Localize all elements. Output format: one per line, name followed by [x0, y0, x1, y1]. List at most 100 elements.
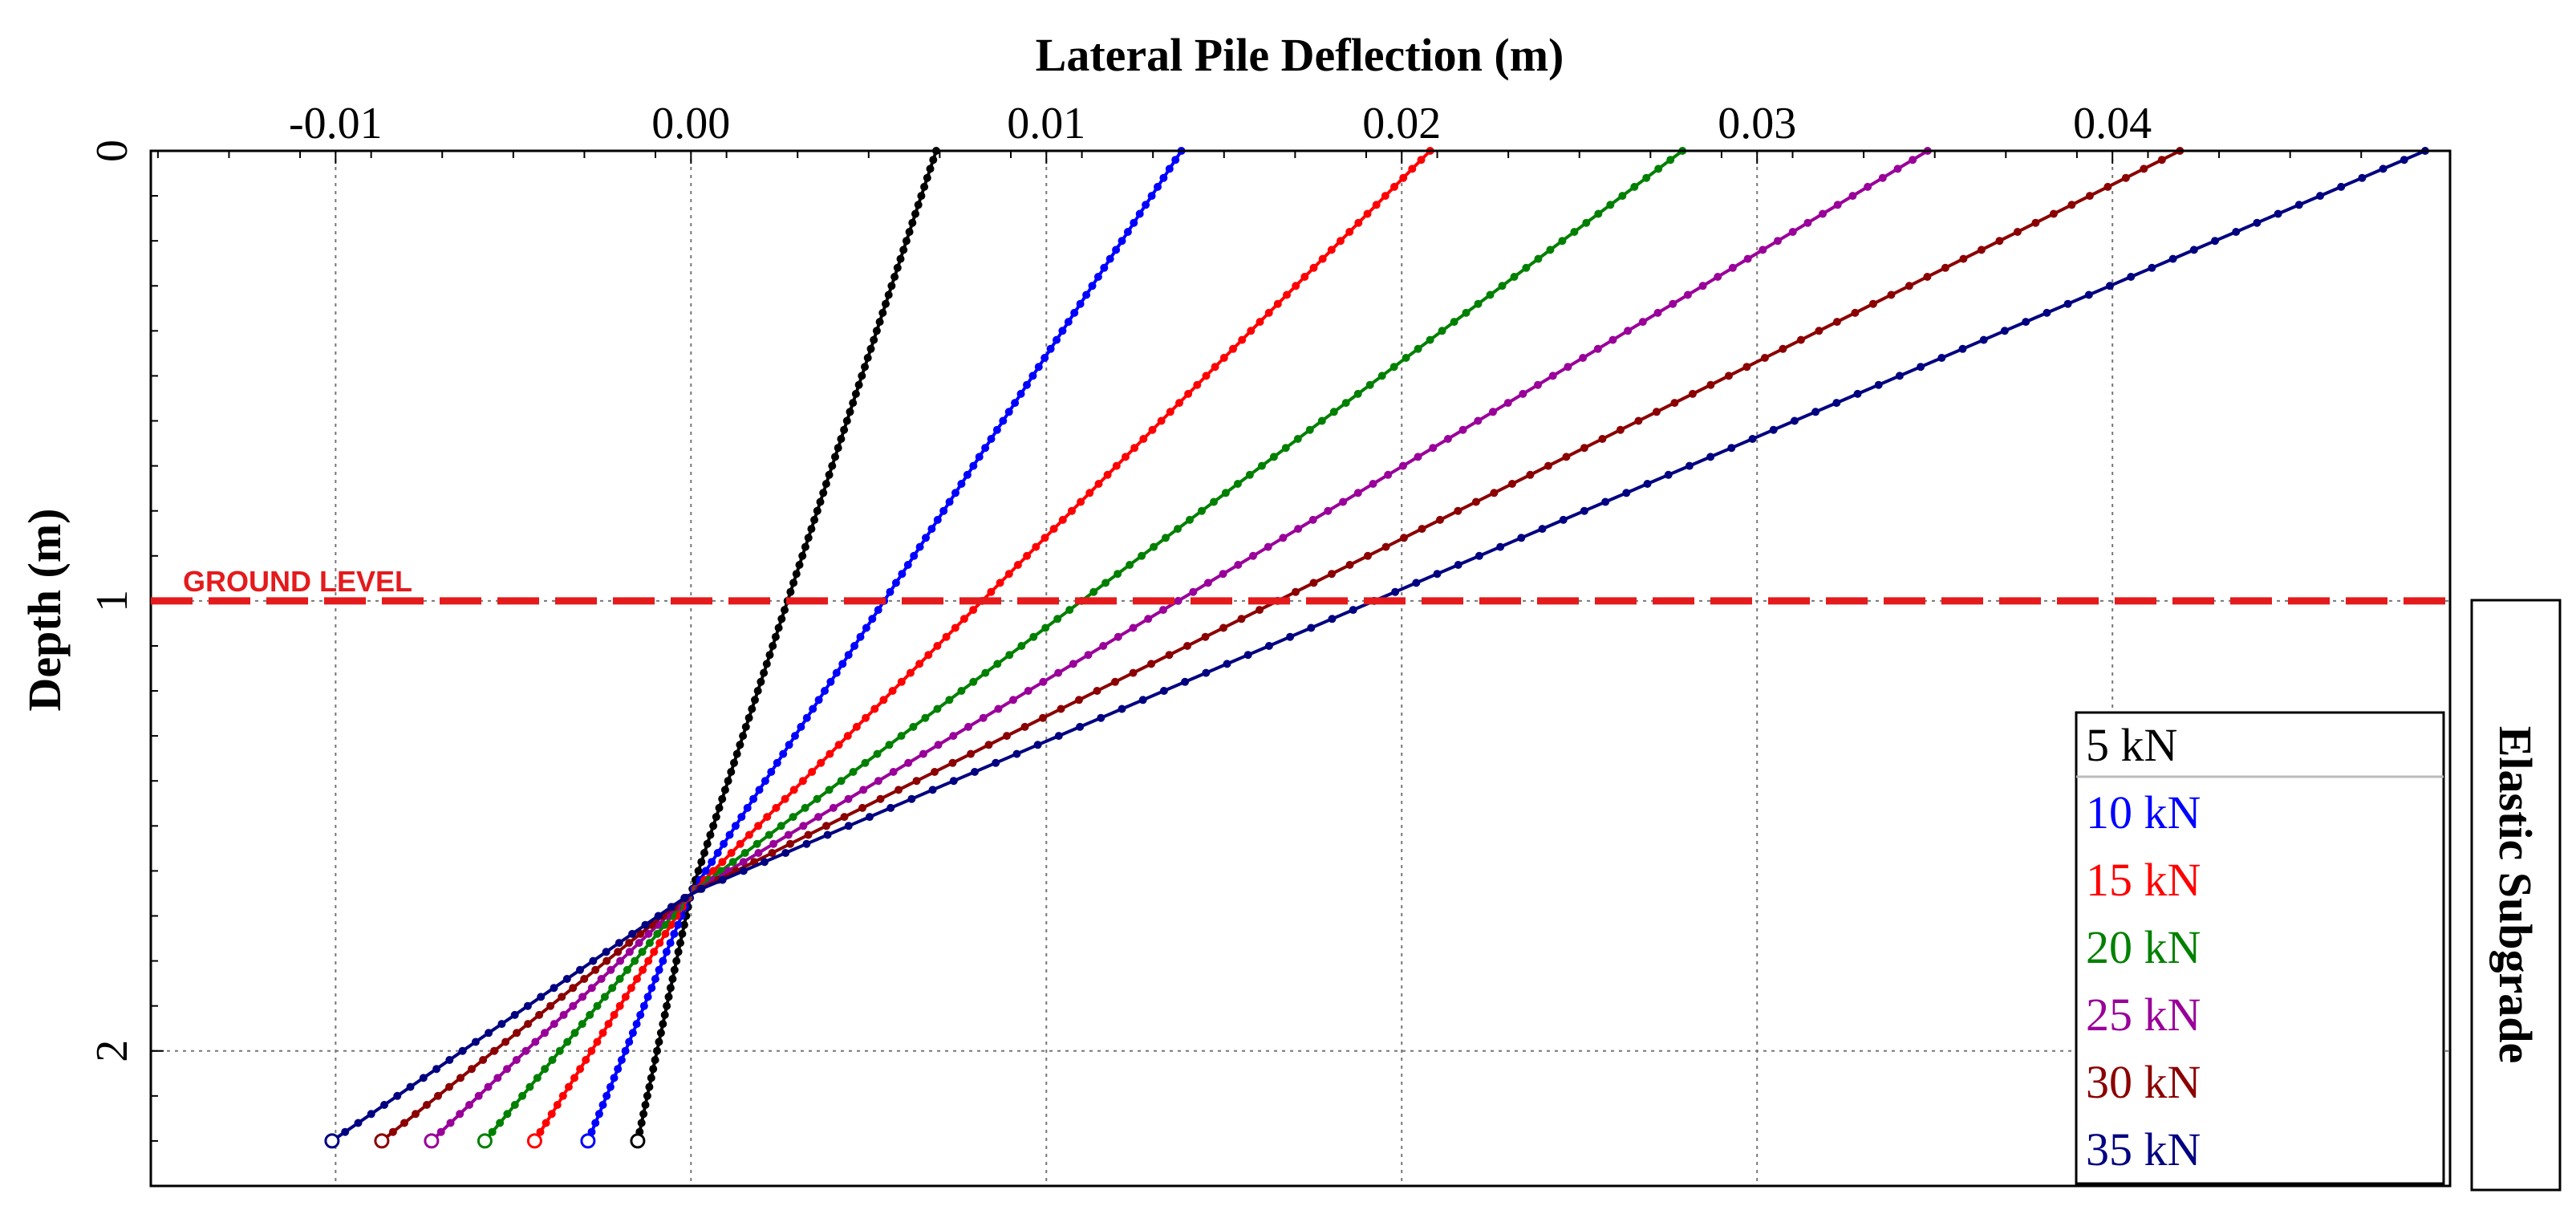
data-point — [861, 758, 870, 767]
data-point — [1389, 363, 1398, 372]
data-point — [2043, 308, 2051, 317]
data-point — [1369, 480, 1377, 488]
data-point — [994, 705, 1003, 713]
data-point — [1157, 416, 1166, 425]
data-point — [851, 389, 860, 398]
data-point — [1039, 677, 1048, 686]
series-25-kn — [424, 147, 1932, 1149]
data-point — [1076, 299, 1085, 308]
data-point — [896, 254, 905, 263]
data-point — [1408, 164, 1417, 173]
data-point — [813, 506, 821, 515]
data-point — [1977, 246, 1986, 254]
data-point — [645, 1082, 654, 1091]
data-point — [866, 813, 874, 822]
data-point — [388, 1127, 397, 1136]
data-point — [1417, 156, 1426, 164]
data-point — [623, 965, 631, 974]
data-point — [921, 713, 930, 722]
data-point — [1058, 515, 1067, 524]
data-point — [512, 1056, 521, 1064]
data-point — [761, 858, 769, 867]
x-tick-label: -0.01 — [289, 99, 383, 148]
data-point — [380, 1101, 388, 1109]
data-point — [957, 480, 966, 488]
data-point — [1094, 480, 1103, 488]
data-point — [2106, 282, 2114, 290]
data-point — [1832, 318, 1841, 327]
data-point — [1210, 497, 1218, 506]
data-point — [558, 1091, 567, 1100]
data-point — [817, 758, 826, 767]
data-point — [563, 1037, 572, 1046]
data-point — [637, 1119, 646, 1127]
data-point — [1534, 380, 1542, 389]
data-point — [697, 858, 706, 867]
data-point — [1652, 408, 1661, 416]
data-point — [1238, 335, 1247, 344]
data-point — [1544, 461, 1552, 470]
data-point — [1129, 668, 1138, 677]
data-point — [963, 470, 972, 479]
data-point — [797, 722, 805, 731]
data-point — [2211, 237, 2219, 246]
data-point — [1144, 615, 1153, 623]
data-point — [663, 1001, 671, 1010]
data-point — [546, 1001, 555, 1010]
tip-marker — [424, 1133, 440, 1149]
tip-marker — [630, 1133, 646, 1149]
data-point — [1562, 453, 1571, 461]
data-point — [786, 587, 795, 596]
data-point — [862, 623, 870, 632]
data-point — [942, 632, 951, 641]
data-point — [931, 768, 939, 776]
data-point — [496, 1119, 505, 1127]
data-point — [1474, 299, 1483, 308]
data-point — [1082, 290, 1091, 299]
data-point — [1020, 722, 1029, 731]
x-tick-label: 0.04 — [2073, 99, 2152, 148]
data-point — [647, 1074, 655, 1082]
data-point — [1402, 354, 1410, 362]
data-point — [1624, 327, 1633, 335]
data-point — [1381, 192, 1389, 201]
data-point — [1728, 263, 1737, 272]
data-point — [604, 1020, 613, 1029]
legend-entry: 20 kN — [2086, 921, 2201, 973]
data-point — [888, 687, 897, 695]
data-point — [542, 1119, 550, 1127]
data-point — [924, 651, 933, 660]
data-point — [694, 867, 703, 875]
data-point — [1076, 722, 1085, 731]
data-point — [479, 1056, 488, 1064]
data-point — [809, 705, 817, 713]
data-point — [1112, 461, 1121, 470]
data-point — [829, 803, 838, 812]
series-30-kn — [374, 147, 2185, 1149]
data-point — [636, 929, 645, 938]
data-point — [1917, 363, 1925, 372]
data-point — [610, 1074, 619, 1082]
legend-entry: 35 kN — [2086, 1123, 2201, 1176]
data-point — [898, 570, 907, 579]
data-point — [887, 282, 896, 290]
data-point — [838, 660, 847, 668]
data-point — [1237, 615, 1246, 623]
data-point — [909, 722, 918, 731]
data-point — [1219, 354, 1228, 362]
data-point — [2232, 228, 2241, 236]
data-point — [524, 1020, 533, 1029]
data-point — [458, 1046, 467, 1055]
data-point — [1594, 209, 1603, 218]
data-point — [1053, 335, 1061, 344]
data-point — [591, 1119, 600, 1127]
data-point — [1398, 461, 1407, 470]
data-point — [767, 768, 776, 776]
data-point — [2189, 246, 2198, 254]
data-point — [882, 299, 890, 308]
data-point — [531, 1037, 540, 1046]
data-point — [501, 1037, 510, 1046]
data-point — [870, 705, 879, 713]
data-point — [1292, 587, 1300, 596]
data-point — [725, 830, 734, 839]
